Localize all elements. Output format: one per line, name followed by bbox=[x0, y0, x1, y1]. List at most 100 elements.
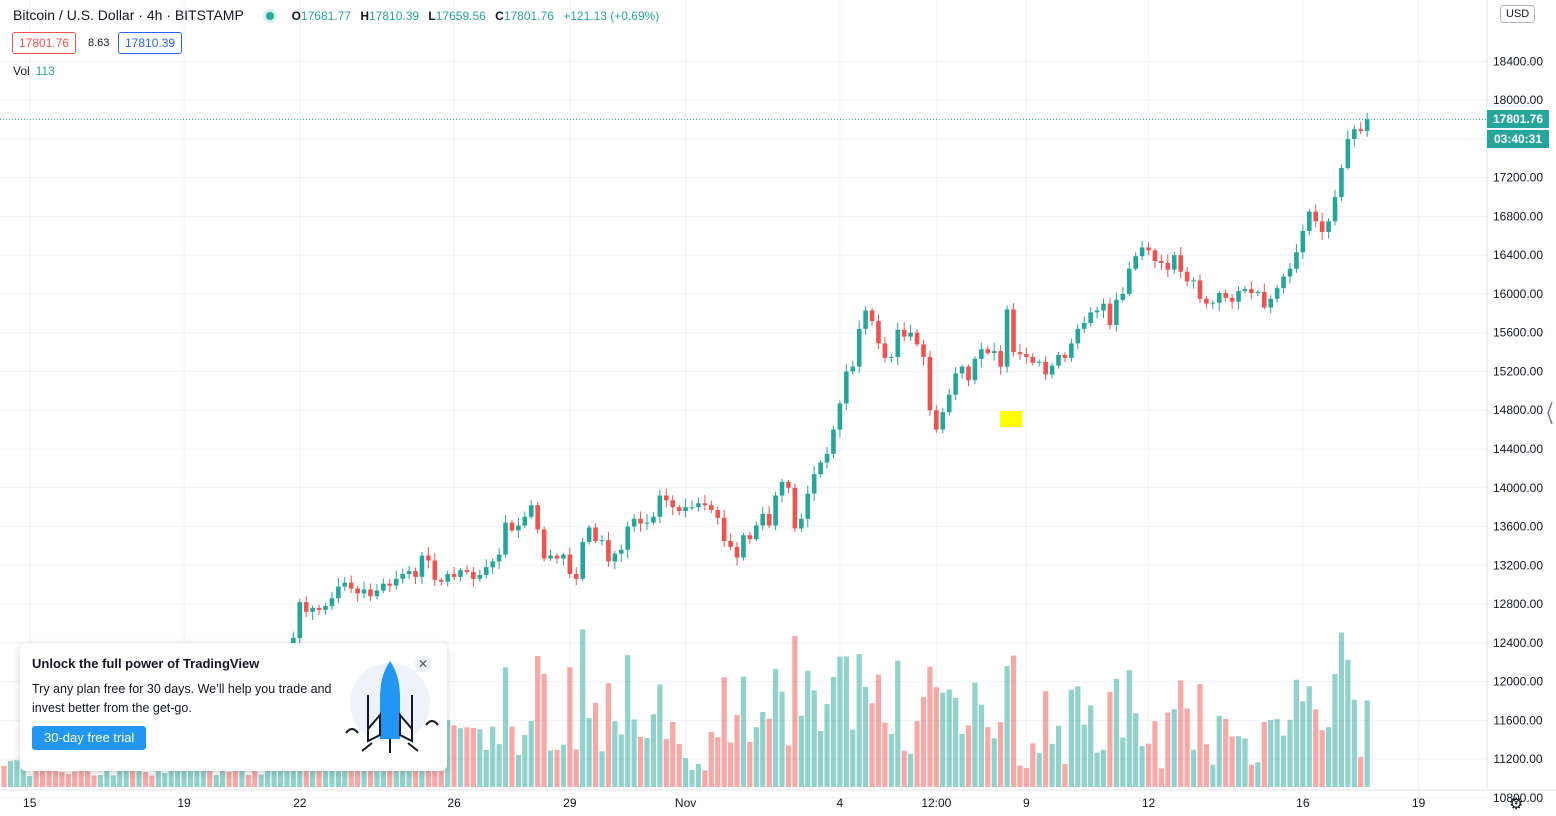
candle-body bbox=[413, 571, 418, 577]
volume-bar bbox=[1364, 700, 1370, 787]
volume-bar bbox=[1184, 708, 1190, 787]
candle-body bbox=[1204, 298, 1209, 304]
volume-bar bbox=[856, 653, 862, 787]
volume-bar bbox=[1345, 659, 1351, 787]
candle-body bbox=[940, 412, 946, 430]
time-tick-label: 16 bbox=[1296, 796, 1310, 810]
volume-bar bbox=[97, 775, 104, 787]
volume-bar bbox=[522, 734, 528, 787]
volume-bar bbox=[232, 761, 239, 787]
candle-body bbox=[1030, 356, 1036, 363]
volume-bar bbox=[1158, 768, 1164, 787]
free-trial-button[interactable]: 30-day free trial bbox=[32, 726, 147, 750]
price-tick-label: 18400.00 bbox=[1493, 54, 1543, 68]
candle-body bbox=[1313, 211, 1319, 222]
candle-body bbox=[374, 590, 380, 597]
candle-body bbox=[683, 507, 688, 512]
candle-body bbox=[1133, 256, 1138, 269]
volume-bar bbox=[470, 728, 476, 787]
candle-body bbox=[1159, 261, 1164, 263]
candle-body bbox=[618, 549, 624, 554]
candle-body bbox=[1229, 297, 1235, 302]
scroll-handle-icon[interactable] bbox=[1547, 402, 1553, 424]
volume-bar bbox=[644, 738, 650, 787]
candle-body bbox=[561, 554, 566, 559]
settings-gear-icon[interactable]: ⚙ bbox=[1509, 796, 1524, 813]
upgrade-promo-card: Unlock the full power of TradingView Try… bbox=[20, 643, 447, 771]
symbol-title[interactable]: Bitcoin / U.S. Dollar · 4h · BITSTAMP bbox=[13, 7, 244, 23]
candle-body bbox=[1261, 292, 1267, 308]
volume-bar bbox=[650, 714, 657, 787]
volume-bar bbox=[1023, 767, 1029, 787]
candle-body bbox=[496, 554, 502, 562]
volume-bar bbox=[1287, 719, 1293, 787]
volume-bar bbox=[830, 677, 837, 787]
buy-price-button[interactable]: 17810.39 bbox=[118, 32, 183, 54]
volume-bar bbox=[7, 760, 14, 787]
candle-body bbox=[625, 526, 631, 550]
volume-bar bbox=[612, 721, 618, 787]
bar-countdown-label: 03:40:31 bbox=[1487, 130, 1549, 149]
candle-body bbox=[991, 351, 997, 354]
volume-bar bbox=[1139, 746, 1145, 787]
volume-bar bbox=[927, 666, 933, 787]
candle-body bbox=[361, 589, 367, 594]
candle-body bbox=[670, 500, 676, 508]
candle-body bbox=[1319, 221, 1325, 232]
candle-body bbox=[438, 579, 444, 582]
volume-bar bbox=[818, 730, 824, 787]
volume-bar bbox=[824, 704, 830, 787]
candle-body bbox=[1332, 197, 1338, 222]
volume-bar bbox=[843, 656, 849, 787]
candle-body bbox=[1024, 354, 1029, 357]
volume-bar bbox=[1248, 764, 1255, 787]
candle-body bbox=[1306, 211, 1312, 231]
time-tick-label: 19 bbox=[177, 796, 191, 810]
candle-body bbox=[483, 567, 489, 575]
volume-bar bbox=[965, 725, 972, 787]
volume-legend[interactable]: Vol 113 bbox=[13, 64, 55, 78]
volume-bar bbox=[515, 754, 521, 787]
candle-body bbox=[1184, 271, 1190, 282]
candle-body bbox=[850, 366, 856, 372]
candle-body bbox=[316, 607, 322, 610]
candle-body bbox=[709, 505, 714, 511]
volume-bar bbox=[1229, 736, 1235, 787]
candle-body bbox=[1345, 138, 1351, 168]
candle-body bbox=[837, 403, 843, 430]
volume-bar bbox=[496, 744, 502, 787]
candle-body bbox=[760, 513, 766, 526]
volume-bar bbox=[740, 676, 747, 787]
candle-body bbox=[1081, 323, 1087, 329]
volume-bar bbox=[792, 636, 798, 787]
close-icon[interactable]: ✕ bbox=[415, 656, 431, 672]
price-tick-label: 13600.00 bbox=[1493, 520, 1543, 534]
sell-price-button[interactable]: 17801.76 bbox=[12, 32, 77, 54]
candle-body bbox=[773, 495, 778, 526]
volume-bar bbox=[1216, 715, 1222, 787]
candle-body bbox=[754, 525, 759, 540]
candle-body bbox=[1294, 252, 1299, 269]
candle-body bbox=[516, 525, 521, 531]
candle-body bbox=[1004, 309, 1010, 367]
candle-body bbox=[464, 570, 470, 573]
price-tick-label: 16800.00 bbox=[1493, 209, 1543, 223]
candle-body bbox=[728, 541, 733, 547]
volume-bar bbox=[1055, 725, 1062, 787]
candle-body bbox=[1120, 293, 1126, 300]
candle-body bbox=[387, 583, 393, 586]
volume-label: Vol bbox=[13, 64, 30, 78]
volume-bar bbox=[959, 733, 965, 787]
time-tick-label: 9 bbox=[1023, 796, 1030, 810]
candle-body bbox=[297, 602, 303, 638]
candle-body bbox=[889, 356, 894, 358]
candle-body bbox=[1326, 221, 1331, 232]
volume-bar bbox=[1126, 670, 1132, 787]
time-tick-label: Nov bbox=[675, 796, 696, 810]
currency-button[interactable]: USD bbox=[1500, 5, 1536, 23]
promo-body: Try any plan free for 30 days. We’ll hel… bbox=[32, 682, 332, 715]
candle-body bbox=[1036, 361, 1042, 363]
candle-body bbox=[445, 574, 450, 582]
ohlc-change: +121.13 (+0.69%) bbox=[563, 9, 660, 23]
candle-body bbox=[541, 529, 547, 559]
